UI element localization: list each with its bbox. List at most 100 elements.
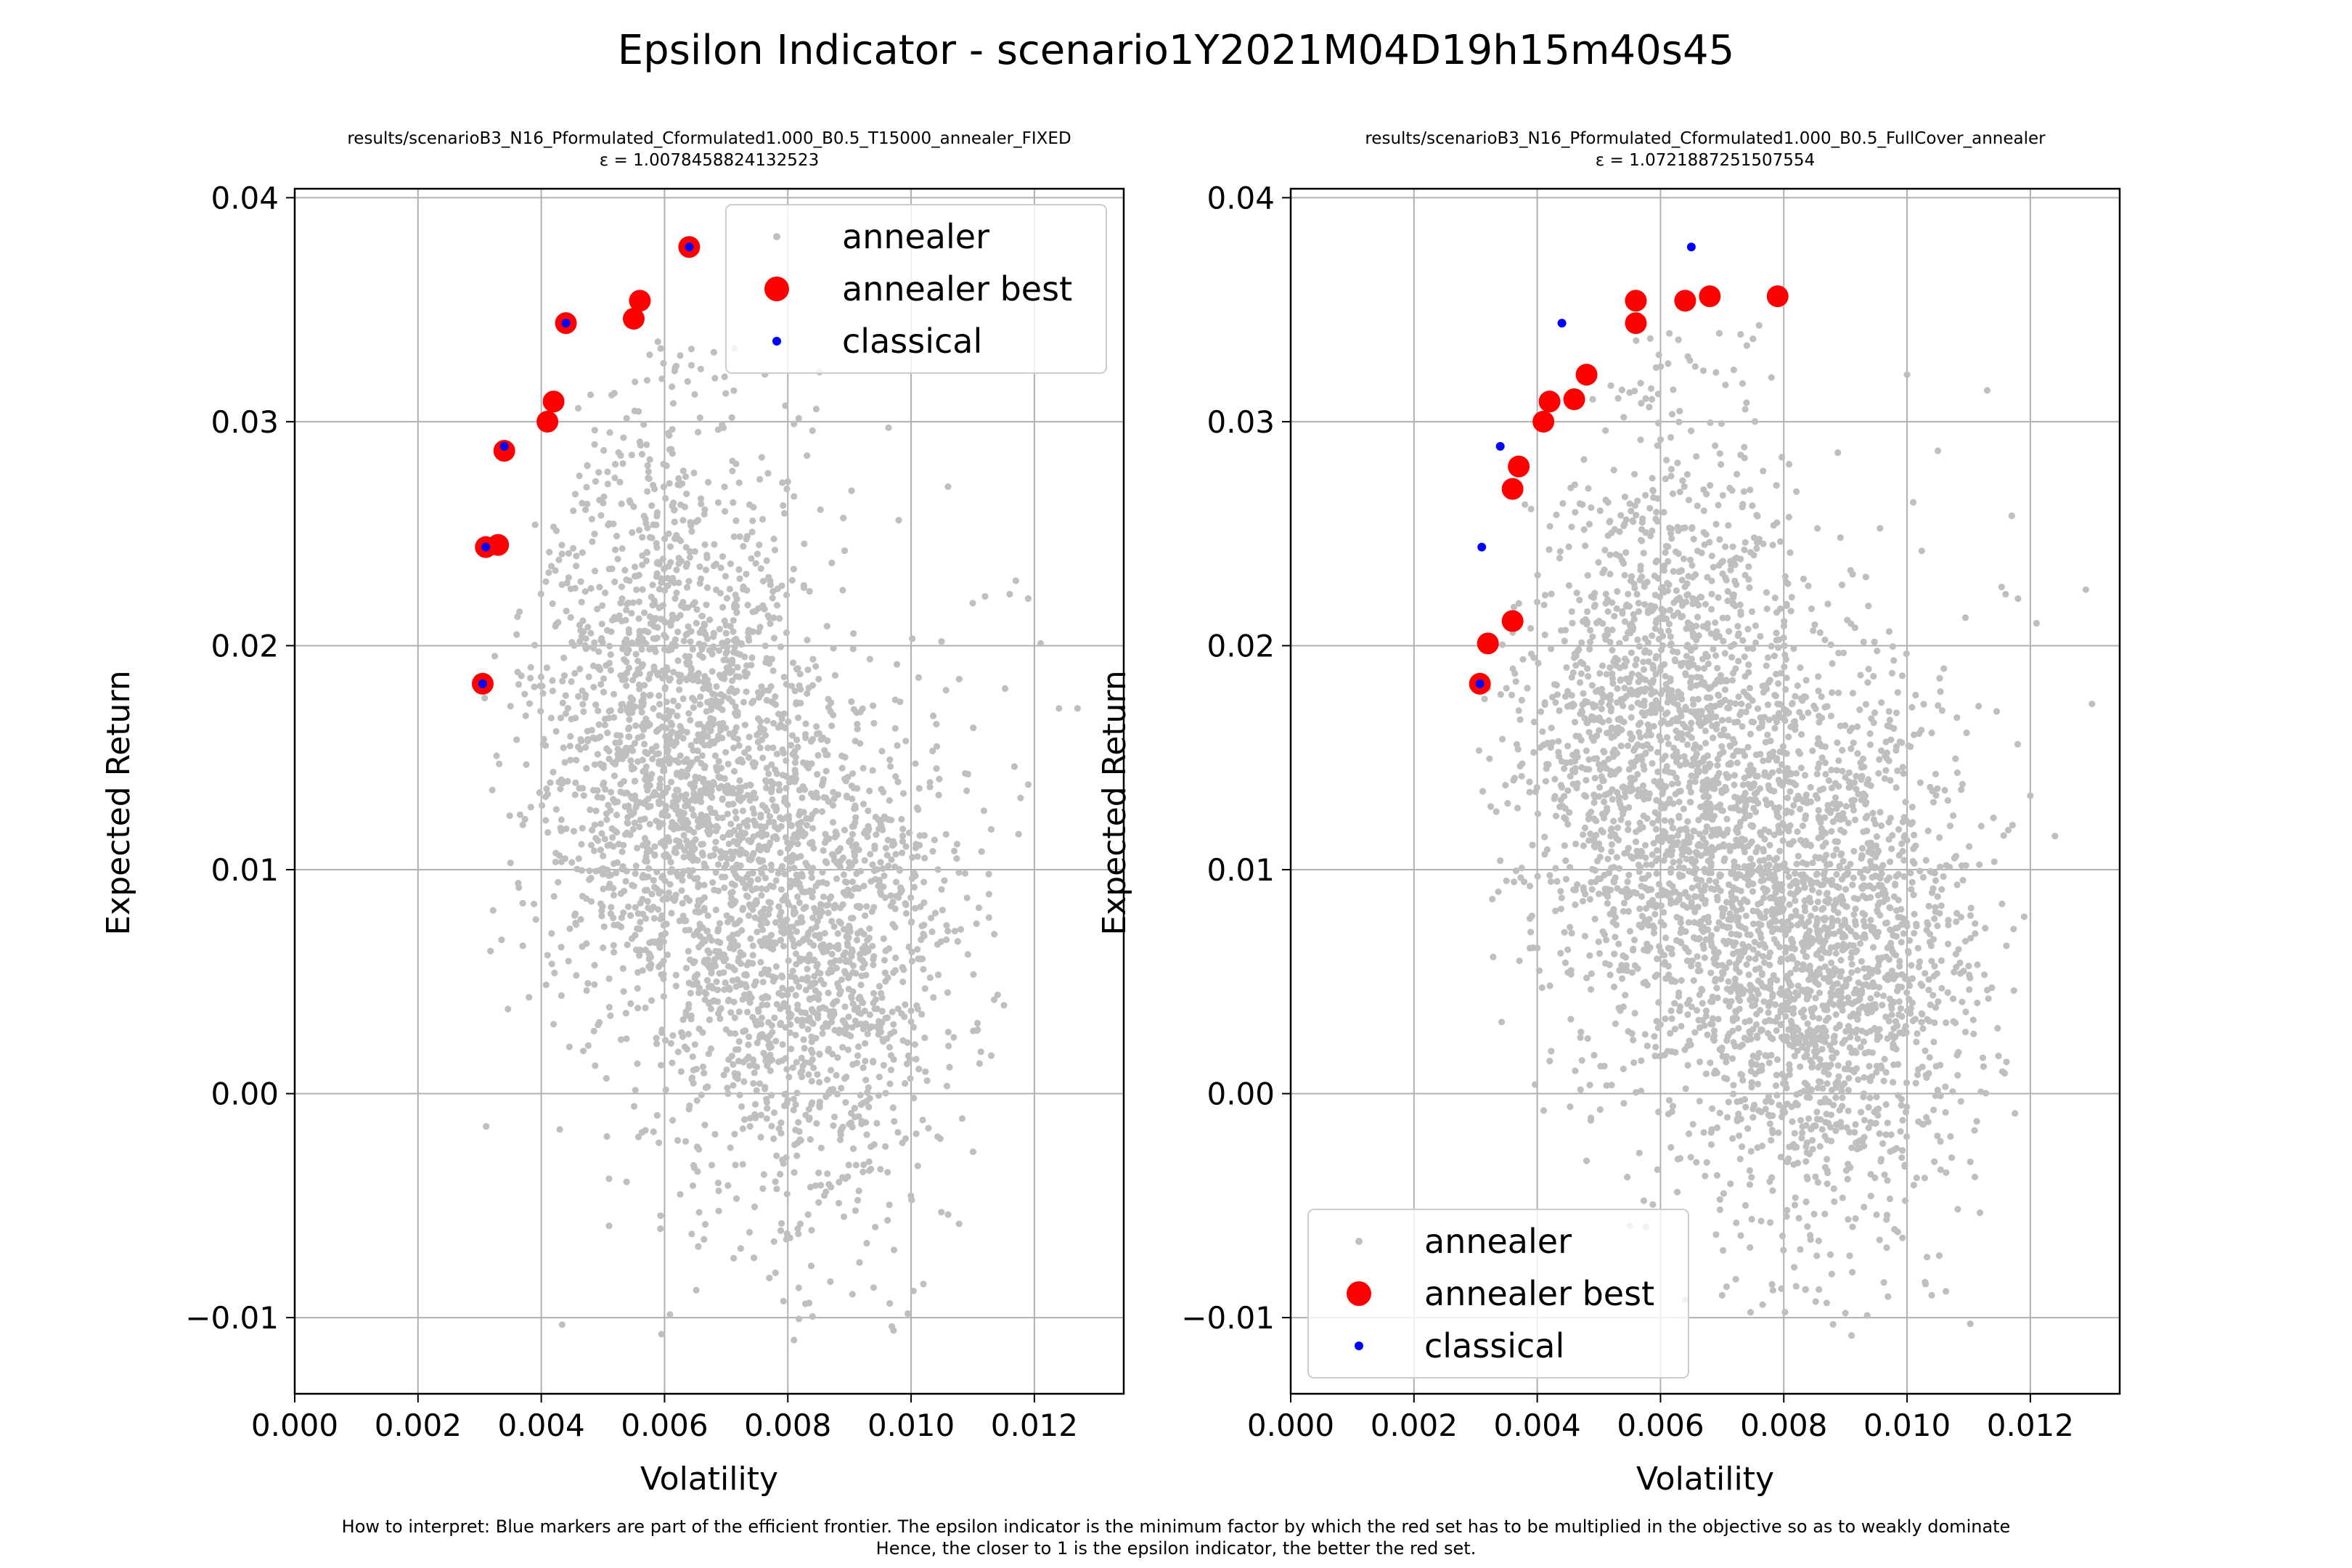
annealer-point (817, 1144, 825, 1151)
annealer-point (1610, 466, 1617, 474)
annealer-point (741, 1116, 748, 1123)
annealer-point (795, 415, 802, 422)
annealer-point (737, 1245, 744, 1252)
annealer-point (631, 820, 638, 827)
annealer-point (1725, 522, 1732, 529)
annealer-point (586, 867, 593, 875)
annealer-point (717, 698, 725, 705)
annealer-point (527, 674, 534, 682)
annealer-point (693, 1066, 700, 1073)
annealer-point (671, 518, 678, 526)
annealer-point (736, 575, 743, 582)
annealer-point (627, 757, 634, 764)
annealer-point (745, 1053, 752, 1061)
annealer-point (1760, 467, 1767, 475)
annealer-point (544, 829, 552, 836)
annealer-point (851, 1006, 858, 1013)
annealer-point (688, 759, 695, 767)
annealer-point (783, 485, 791, 493)
annealer-point (766, 813, 773, 820)
annealer-point (665, 647, 672, 654)
annealer-point (1928, 729, 1935, 737)
legend-marker-classical (772, 337, 781, 346)
annealer-point (814, 751, 822, 759)
annealer-point (677, 1068, 685, 1075)
annealer-point (752, 560, 759, 567)
legend-label: classical (842, 322, 982, 361)
annealer-point (877, 1166, 884, 1173)
annealer-point (862, 827, 870, 834)
annealer-point (1017, 794, 1024, 801)
annealer-point (921, 985, 928, 992)
annealer-point (608, 391, 616, 399)
annealer-point (842, 1099, 849, 1106)
annealer-point (854, 1052, 862, 1059)
annealer-point (790, 1106, 797, 1114)
annealer-point (761, 874, 769, 882)
annealer-point (591, 821, 598, 828)
annealer-point (721, 675, 728, 682)
annealer-point (1579, 897, 1587, 905)
annealer-point (870, 719, 878, 727)
annealer-point (650, 705, 657, 712)
annealer-point (781, 870, 788, 878)
annealer-point (788, 576, 796, 584)
annealer-point (1802, 1198, 1810, 1206)
annealer-point (1673, 587, 1681, 595)
annealer-point (635, 681, 643, 688)
annealer-point (576, 785, 583, 792)
annealer-point (683, 584, 691, 591)
annealer-point (822, 767, 830, 775)
annealer-point (519, 942, 526, 950)
annealer-point (767, 788, 775, 796)
annealer-point (841, 754, 849, 761)
annealer-point (701, 881, 708, 889)
annealer-point (1856, 706, 1863, 714)
annealer-point (722, 390, 730, 397)
annealer-point (614, 555, 621, 563)
annealer-point (701, 1069, 708, 1077)
annealer-point (1665, 1097, 1673, 1104)
annealer-point (719, 796, 726, 803)
annealer-point (573, 756, 580, 764)
annealer-point (1885, 1293, 1892, 1300)
annealer-point (702, 566, 710, 573)
annealer-point (656, 585, 663, 593)
annealer-point (665, 563, 672, 570)
annealer-point (929, 848, 936, 855)
annealer-point (1844, 616, 1851, 624)
annealer-point (589, 826, 596, 834)
annealer-point (1541, 699, 1548, 706)
annealer-point (886, 756, 894, 764)
annealer-point (638, 663, 645, 671)
annealer-point (682, 796, 689, 804)
annealer-point (515, 884, 523, 891)
annealer-point (812, 883, 820, 890)
annealer-point (825, 901, 832, 908)
annealer-point (643, 377, 651, 384)
annealer-point (970, 724, 977, 732)
annealer-point (1495, 888, 1502, 896)
annealer-point (807, 790, 815, 797)
legend-marker-annealer-best (764, 277, 789, 301)
annealer-point (825, 798, 833, 805)
annealer-point (698, 735, 706, 742)
annealer-point (596, 867, 603, 874)
y-tick-label: 0.03 (211, 404, 279, 440)
annealer-point (623, 682, 630, 690)
annealer-point (690, 469, 698, 477)
annealer-point (768, 1122, 775, 1130)
annealer-point (558, 816, 565, 823)
annealer-point (634, 734, 642, 741)
annealer-point (1814, 1179, 1822, 1186)
annealer-point (1937, 688, 1944, 695)
annealer-point (822, 858, 829, 865)
annealer-point (892, 772, 899, 780)
annealer-point (587, 898, 595, 905)
annealer-point (719, 706, 726, 714)
annealer-point (743, 984, 750, 991)
annealer-point (643, 886, 651, 894)
annealer-point (1816, 1286, 1823, 1293)
annealer-point (549, 687, 556, 695)
annealer-point (802, 903, 809, 911)
